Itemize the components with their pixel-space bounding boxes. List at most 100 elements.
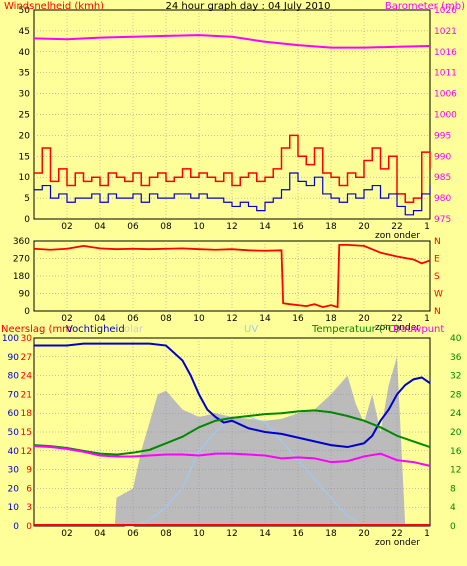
x-tick-label: 1 xyxy=(424,314,430,324)
right-tick-label: 1011 xyxy=(434,69,457,79)
series-solar-area xyxy=(114,356,406,526)
uv-label: UV xyxy=(244,324,258,335)
temperature-axis-title: Temperatuur (°C) xyxy=(311,324,399,335)
x-tick-label: 02 xyxy=(61,529,72,539)
temperature-tick-label: 24 xyxy=(450,409,462,419)
x-tick-label: 22 xyxy=(391,222,402,232)
left-tick-label: 270 xyxy=(13,255,30,265)
x-tick-label: 08 xyxy=(160,222,172,232)
left-tick-label: 35 xyxy=(19,69,30,79)
humidity-tick-label: 80 xyxy=(8,372,20,382)
left-tick-label: 5 xyxy=(24,194,30,204)
x-tick-label: 22 xyxy=(391,314,402,324)
temperature-tick-label: 20 xyxy=(450,428,462,438)
x-tick-label: 06 xyxy=(127,529,139,539)
right-tick-label: S xyxy=(434,272,440,282)
left-tick-label: 20 xyxy=(19,131,31,141)
series-windspeed-line xyxy=(34,134,431,204)
left-axis-title: Windsnelheid (kmh) xyxy=(4,1,104,12)
humidity-tick-label: 40 xyxy=(8,447,20,457)
x-tick-label: 02 xyxy=(61,314,72,324)
x-tick-label: 20 xyxy=(358,314,370,324)
x-tick-label: 06 xyxy=(127,222,139,232)
rain-tick-label: 3 xyxy=(26,503,32,513)
x-tick-label: 12 xyxy=(226,222,237,232)
x-tick-label: 22 xyxy=(391,529,402,539)
left-tick-label: 25 xyxy=(19,111,30,121)
left-tick-label: 10 xyxy=(19,173,31,183)
temperature-tick-label: 36 xyxy=(450,353,462,363)
x-tick-label: 1 xyxy=(424,222,430,232)
right-tick-label: 985 xyxy=(434,173,451,183)
rain-tick-label: 18 xyxy=(21,409,33,419)
rain-tick-label: 6 xyxy=(26,484,32,494)
x-tick-label: 04 xyxy=(94,314,106,324)
x-tick-label: 08 xyxy=(160,529,172,539)
rain-tick-label: 30 xyxy=(21,334,33,344)
right-tick-label: 980 xyxy=(434,194,451,204)
x-tick-label: 04 xyxy=(94,529,106,539)
humidity-tick-label: 100 xyxy=(2,334,19,344)
humidity-tick-label: 60 xyxy=(8,409,20,419)
series-humidity-line xyxy=(34,342,431,449)
x-tick-label: 20 xyxy=(358,529,370,539)
x-tick-label: 10 xyxy=(193,314,205,324)
right-tick-label: 995 xyxy=(434,131,451,141)
x-tick-label: 12 xyxy=(226,314,237,324)
left-tick-label: 360 xyxy=(13,237,30,247)
rain-tick-label: 15 xyxy=(21,428,32,438)
series-temperature-line xyxy=(33,409,431,456)
temperature-tick-label: 0 xyxy=(450,522,456,532)
temperature-tick-label: 12 xyxy=(450,466,461,476)
solar-label: olar xyxy=(124,324,144,335)
x-tick-label: 04 xyxy=(94,222,106,232)
rain-tick-label: 27 xyxy=(21,353,32,363)
right-tick-label: 975 xyxy=(434,215,451,225)
x-tick-label: 16 xyxy=(292,529,304,539)
x-tick-label: 14 xyxy=(259,314,271,324)
humidity-tick-label: 20 xyxy=(8,484,20,494)
humidity-tick-label: 50 xyxy=(8,428,20,438)
x-tick-label: 10 xyxy=(193,222,205,232)
temperature-tick-label: 32 xyxy=(450,372,461,382)
right-tick-label: 1000 xyxy=(434,111,457,121)
right-tick-label: E xyxy=(434,255,440,265)
dewpoint-axis-title: Dauwpunt xyxy=(393,324,444,335)
x-extra-label: zon onder xyxy=(375,323,420,333)
x-tick-label: 06 xyxy=(127,314,139,324)
x-tick-label: 10 xyxy=(193,529,205,539)
rain-tick-label: 9 xyxy=(26,466,32,476)
x-tick-label: 02 xyxy=(61,222,72,232)
rain-tick-label: 24 xyxy=(21,372,33,382)
temperature-tick-label: 4 xyxy=(450,503,456,513)
chart-title: 24 hour graph day : 04 July 2010 xyxy=(165,1,330,12)
humidity-tick-label: 70 xyxy=(8,390,20,400)
humidity-tick-label: 90 xyxy=(8,353,20,363)
x-tick-label: 18 xyxy=(325,314,337,324)
temperature-tick-label: 16 xyxy=(450,447,462,457)
series-dewpoint-line xyxy=(33,445,431,467)
x-tick-label: 08 xyxy=(160,314,172,324)
series-barometer-line xyxy=(33,34,431,49)
x-extra-label: zon onder xyxy=(375,231,420,241)
right-tick-label: W xyxy=(434,290,443,300)
left-tick-label: 180 xyxy=(13,272,30,282)
left-tick-label: 40 xyxy=(19,48,31,58)
left-tick-label: 0 xyxy=(24,215,30,225)
x-tick-label: 12 xyxy=(226,529,237,539)
temperature-tick-label: 8 xyxy=(450,484,456,494)
x-tick-label: 16 xyxy=(292,222,304,232)
right-tick-label: N xyxy=(434,307,441,317)
x-tick-label: 20 xyxy=(358,222,370,232)
left-tick-label: 30 xyxy=(19,90,31,100)
x-tick-label: 16 xyxy=(292,314,304,324)
right-tick-label: 1026 xyxy=(434,6,457,16)
right-tick-label: N xyxy=(434,237,441,247)
series-winddirection-line xyxy=(33,243,431,309)
rain-tick-label: 21 xyxy=(21,390,32,400)
x-tick-label: 1 xyxy=(424,529,430,539)
right-tick-label: 990 xyxy=(434,152,451,162)
series-gust-line xyxy=(34,172,431,216)
